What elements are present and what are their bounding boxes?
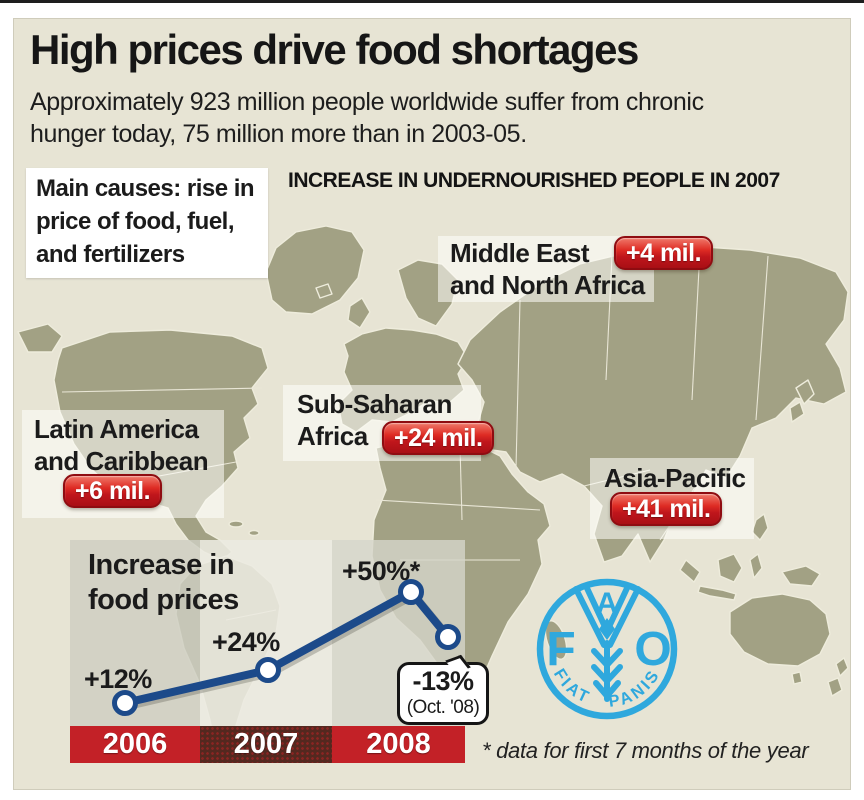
fao-letter-f: F xyxy=(546,623,575,676)
data-point-2008 xyxy=(398,579,424,605)
region-name-line: Middle East xyxy=(450,238,589,268)
data-point-oct-08 xyxy=(435,624,461,650)
fao-wheat-grain xyxy=(599,618,615,640)
screenshot-top-edge xyxy=(0,0,864,3)
island-madagascar xyxy=(544,620,568,660)
increase-badge-middle-east: +4 mil. xyxy=(614,236,714,270)
price-line-chart xyxy=(112,579,461,716)
page-title: High prices drive food shortages xyxy=(30,26,639,73)
island-japan-2 xyxy=(789,401,805,423)
region-name-line: and Caribbean xyxy=(34,446,209,476)
island-japan-1 xyxy=(795,379,815,405)
region-name-line: Sub-Saharan xyxy=(297,389,452,419)
island-tasmania xyxy=(791,671,803,685)
callout-date: (Oct. '08) xyxy=(406,697,480,718)
chart-title-line-1: Increase in xyxy=(88,549,235,581)
increase-badge-sub-saharan-africa: +24 mil. xyxy=(382,421,495,455)
causes-line-3: and fertilizers xyxy=(36,241,185,268)
chart-title-line-2: food prices xyxy=(88,584,239,616)
year-axis-2007: 2007 xyxy=(200,726,332,763)
fao-letter-a: A xyxy=(596,587,618,620)
region-name-line: and North Africa xyxy=(450,270,645,300)
price-line xyxy=(124,588,452,707)
island-java xyxy=(697,585,737,601)
chart-footnote: * data for first 7 months of the year xyxy=(482,738,809,763)
island-new-zealand-1 xyxy=(835,657,849,677)
region-name-line: Latin America xyxy=(34,414,199,444)
chart-title: Increase in food prices xyxy=(88,548,239,618)
island-philippines xyxy=(751,513,769,541)
callout-value: -13% xyxy=(412,666,474,696)
island-iceland xyxy=(315,283,333,299)
chart-column-2007 xyxy=(200,540,332,726)
island-sumatra xyxy=(679,559,701,583)
map-section-heading: INCREASE IN UNDERNOURISHED PEOPLE IN 200… xyxy=(288,169,780,192)
causes-line-1: Main causes: rise in xyxy=(36,175,255,202)
region-alaska xyxy=(17,323,63,353)
increase-badge-latin-america: +6 mil. xyxy=(63,474,163,508)
point-label-2008: +50%* xyxy=(342,556,420,586)
main-causes-box: Main causes: rise in price of food, fuel… xyxy=(26,168,268,278)
data-point-2007 xyxy=(255,657,281,683)
island-borneo xyxy=(717,553,743,583)
oct-08-callout: -13% (Oct. '08) xyxy=(397,662,489,725)
increase-badge-asia-pacific: +41 mil. xyxy=(610,492,723,526)
causes-line-2: price of food, fuel, xyxy=(36,208,235,235)
data-point-2006 xyxy=(112,690,138,716)
point-label-2006: +12% xyxy=(84,664,152,694)
island-caribbean-2 xyxy=(248,529,260,537)
region-name-line: Africa xyxy=(297,421,368,451)
fao-logo-ring xyxy=(536,578,678,720)
island-britain xyxy=(347,297,371,329)
region-name-line: Asia-Pacific xyxy=(604,463,746,493)
region-label-asia-pacific: Asia-Pacific +41 mil. xyxy=(590,458,754,539)
region-label-latin-america-caribbean: Latin America and Caribbean +6 mil. xyxy=(22,410,224,518)
continent-greenland xyxy=(265,225,365,315)
point-label-2007: +24% xyxy=(212,627,280,657)
fao-letter-o: O xyxy=(634,623,671,676)
fao-wheat-icon xyxy=(573,583,641,702)
island-new-guinea xyxy=(781,565,821,587)
subtitle-line-1: Approximately 923 million people worldwi… xyxy=(30,88,704,116)
region-label-middle-east-north-africa: Middle East and North Africa +4 mil. xyxy=(438,236,714,302)
fao-logo: F O A FIAT PANIS xyxy=(536,578,678,720)
island-sulawesi xyxy=(749,553,763,579)
region-label-sub-saharan-africa: Sub-Saharan Africa +24 mil. xyxy=(283,385,495,461)
island-new-zealand-2 xyxy=(827,677,843,697)
island-caribbean-1 xyxy=(228,520,244,528)
year-axis-2008: 2008 xyxy=(332,726,465,763)
year-axis-2006: 2006 xyxy=(70,726,200,763)
continent-australia xyxy=(729,593,831,667)
subtitle-line-2: hunger today, 75 million more than in 20… xyxy=(30,120,527,148)
page-subtitle: Approximately 923 million people worldwi… xyxy=(30,86,830,150)
